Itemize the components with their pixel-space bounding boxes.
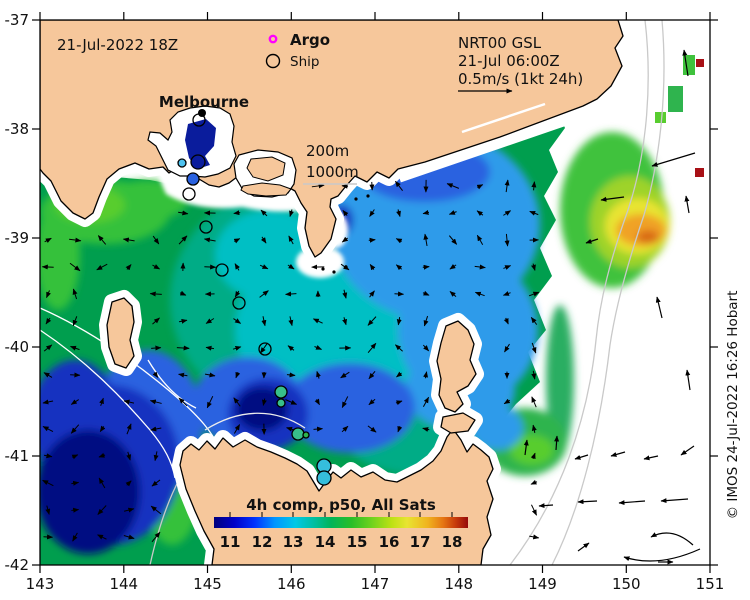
svg-text:146: 146 [277,575,306,593]
ship-obs-filled [316,470,332,486]
colorbar-tick-13: 13 [283,533,304,551]
ship-obs-filled [186,172,200,186]
warm-pixel-e [695,168,704,177]
svg-text:-38: -38 [5,120,30,138]
colorbar-tick-15: 15 [347,533,368,551]
warm-pixel-ne [696,59,704,67]
svg-text:-39: -39 [5,229,30,247]
credit-watermark: © IMOS 24-Jul-2022 16:26 Hobart [725,291,741,520]
ship-obs-circle [215,263,229,277]
colorbar-tick-16: 16 [379,533,400,551]
observation-markers [177,113,332,486]
isobath-200m-label: 200m [306,142,349,160]
x-axis-labels: 143 144 145 146 147 148 149 150 151 [26,575,725,593]
ship-obs-filled [190,154,206,170]
flinders-island [436,320,477,413]
svg-text:151: 151 [696,575,725,593]
phillip-island [240,182,292,197]
argo-legend-label: Argo [290,31,330,49]
colorbar-tick-18: 18 [442,533,463,551]
colorbar-gradient [214,517,468,528]
ship-obs-circle [232,296,246,310]
land [40,20,631,565]
ship-obs-filled [276,398,286,408]
ship-legend-label: Ship [290,54,319,70]
ship-obs-circle [199,220,213,234]
svg-text:-40: -40 [5,338,30,356]
ship-obs-filled [177,158,187,168]
colorbar-tick-11: 11 [220,533,241,551]
ship-obs-filled [274,385,288,399]
svg-text:144: 144 [109,575,138,593]
svg-text:150: 150 [612,575,641,593]
melbourne-city-dot [198,109,206,117]
french-island [246,156,286,182]
king-island [106,297,135,369]
ship-obs-circle [258,342,272,356]
argo-legend-icon [268,34,278,44]
isobath-1000m-label: 1000m [306,163,359,181]
svg-text:-42: -42 [5,556,30,574]
axis-ticks [32,12,718,573]
city-label: Melbourne [159,93,249,111]
ship-obs-filled [302,431,310,439]
ship-legend-icon [265,53,281,69]
colorbar: 4h comp, p50, All Sats 11 12 13 14 15 16… [214,496,468,551]
datetime-label: 21-Jul-2022 18Z [57,36,178,54]
svg-text:143: 143 [26,575,55,593]
svg-text:148: 148 [444,575,473,593]
y-axis-labels: -37 -38 -39 -40 -41 -42 [5,11,30,574]
cape-barren-island [440,412,476,434]
colorbar-tick-17: 17 [410,533,431,551]
ship-obs-filled [291,427,305,441]
tasmania-coast [179,428,494,565]
velocity-time-label: 21-Jul 06:00Z [458,52,560,70]
svg-text:-41: -41 [5,447,30,465]
svg-text:147: 147 [361,575,390,593]
colorbar-tick-14: 14 [315,533,336,551]
svg-text:149: 149 [528,575,557,593]
axes: 143 144 145 146 147 148 149 150 151 -37 -38 -… [5,11,725,593]
svg-text:-37: -37 [5,11,30,29]
velocity-scale-label: 0.5m/s (1kt 24h) [458,70,583,88]
colorbar-title: 4h comp, p50, All Sats [246,496,436,514]
velocity-product-label: NRT00 GSL [458,34,542,52]
ship-obs-circle [182,187,196,201]
colorbar-tick-12: 12 [252,533,273,551]
svg-text:145: 145 [193,575,222,593]
current-vectors [41,49,701,565]
